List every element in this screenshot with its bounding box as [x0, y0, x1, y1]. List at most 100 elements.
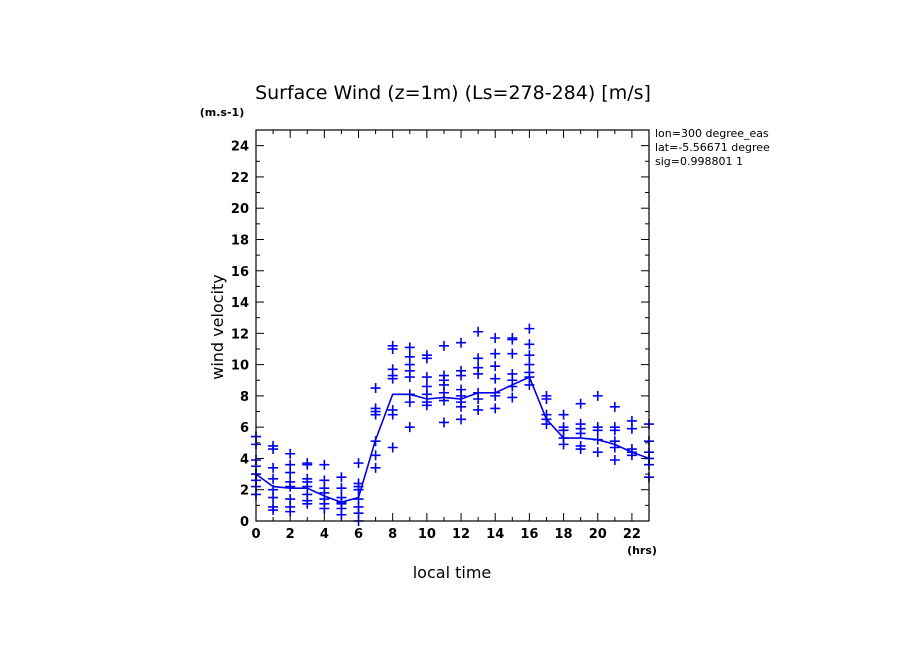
wind-sample-marker: [609, 455, 620, 466]
wind-sample-marker: [490, 333, 501, 344]
wind-sample-marker: [507, 392, 518, 403]
y-tick-label: 8: [240, 390, 249, 405]
annotation-block: lon=300 degree_eas lat=-5.56671 degree s…: [655, 127, 770, 168]
wind-sample-marker: [336, 472, 347, 483]
wind-sample-marker: [404, 422, 415, 433]
wind-sample-marker: [592, 447, 603, 458]
wind-sample-marker: [490, 348, 501, 359]
wind-sample-marker: [609, 401, 620, 412]
wind-sample-marker: [421, 372, 432, 383]
wind-sample-marker: [609, 425, 620, 436]
x-tick-label: 10: [418, 527, 436, 542]
wind-sample-marker: [319, 459, 330, 470]
wind-sample-marker: [609, 442, 620, 453]
wind-sample-marker: [558, 439, 569, 450]
wind-sample-marker: [507, 334, 518, 345]
y-tick-label: 20: [231, 202, 249, 217]
wind-sample-marker: [524, 350, 535, 361]
y-tick-label: 4: [240, 452, 249, 467]
wind-sample-marker: [370, 409, 381, 420]
wind-sample-marker: [438, 340, 449, 351]
wind-sample-marker: [490, 361, 501, 372]
wind-sample-marker: [438, 417, 449, 428]
annotation-lat: lat=-5.56671 degree: [655, 141, 770, 154]
wind-sample-marker: [592, 434, 603, 445]
wind-sample-marker: [575, 428, 586, 439]
wind-sample-marker: [524, 323, 535, 334]
x-tick-label: 14: [486, 527, 504, 542]
wind-sample-marker: [541, 394, 552, 405]
x-tick-label: 22: [623, 527, 641, 542]
y-tick-label: 6: [240, 421, 249, 436]
wind-sample-marker: [473, 368, 484, 379]
wind-sample-marker: [541, 419, 552, 430]
wind-sample-marker: [456, 414, 467, 425]
wind-sample-marker: [524, 339, 535, 350]
annotation-sig: sig=0.998801 1: [655, 155, 743, 168]
wind-sample-marker: [268, 505, 279, 516]
wind-sample-marker: [507, 348, 518, 359]
x-tick-label: 18: [555, 527, 573, 542]
wind-sample-marker: [285, 481, 296, 492]
x-tick-label: 16: [520, 527, 538, 542]
y-tick-label: 24: [231, 140, 249, 155]
x-tick-label: 12: [452, 527, 470, 542]
x-tick-label: 8: [388, 527, 397, 542]
y-tick-label: 0: [240, 515, 249, 530]
wind-sample-marker: [319, 503, 330, 514]
y-tick-label: 12: [231, 327, 249, 342]
x-tick-label: 0: [251, 527, 260, 542]
wind-sample-marker: [490, 373, 501, 384]
y-tick-label: 18: [231, 233, 249, 248]
wind-sample-marker: [387, 442, 398, 453]
annotation-lon: lon=300 degree_eas: [655, 127, 769, 140]
wind-sample-marker: [387, 343, 398, 354]
y-tick-label: 2: [240, 484, 249, 499]
y-axis-label: wind velocity: [208, 274, 227, 379]
wind-sample-marker: [592, 425, 603, 436]
wind-sample-marker: [336, 509, 347, 520]
wind-sample-marker: [387, 373, 398, 384]
mean-wind-line: [255, 376, 650, 504]
x-tick-label: 2: [286, 527, 295, 542]
wind-sample-marker: [285, 467, 296, 478]
wind-sample-marker: [421, 353, 432, 364]
wind-sample-marker: [387, 409, 398, 420]
wind-sample-marker: [302, 459, 313, 470]
y-unit-label: (m.s-1): [200, 106, 244, 119]
wind-sample-marker: [421, 400, 432, 411]
wind-sample-marker: [370, 462, 381, 473]
wind-sample-marker: [268, 473, 279, 484]
wind-sample-marker: [370, 383, 381, 394]
wind-sample-marker: [456, 370, 467, 381]
x-tick-label: 4: [320, 527, 329, 542]
plot-frame: [255, 129, 650, 522]
y-tick-label: 16: [231, 265, 249, 280]
wind-sample-marker: [353, 458, 364, 469]
wind-sample-marker: [507, 381, 518, 392]
wind-sample-marker: [404, 342, 415, 353]
wind-sample-marker: [473, 394, 484, 405]
wind-sample-marker: [268, 462, 279, 473]
wind-sample-marker: [302, 498, 313, 509]
wind-sample-marker: [438, 395, 449, 406]
y-tick-label: 10: [231, 359, 249, 374]
x-tick-label: 20: [589, 527, 607, 542]
wind-sample-marker: [336, 483, 347, 494]
wind-sample-marker: [285, 506, 296, 517]
wind-sample-marker: [456, 401, 467, 412]
wind-sample-marker: [524, 379, 535, 390]
y-tick-label: 22: [231, 171, 249, 186]
wind-sample-marker: [626, 450, 637, 461]
wind-sample-marker: [404, 372, 415, 383]
wind-sample-marker: [575, 398, 586, 409]
wind-sample-marker: [490, 403, 501, 414]
wind-sample-marker: [473, 404, 484, 415]
wind-sample-marker: [370, 450, 381, 461]
x-axis-label: local time: [413, 563, 492, 582]
wind-sample-marker: [592, 390, 603, 401]
wind-sample-marker: [558, 409, 569, 420]
